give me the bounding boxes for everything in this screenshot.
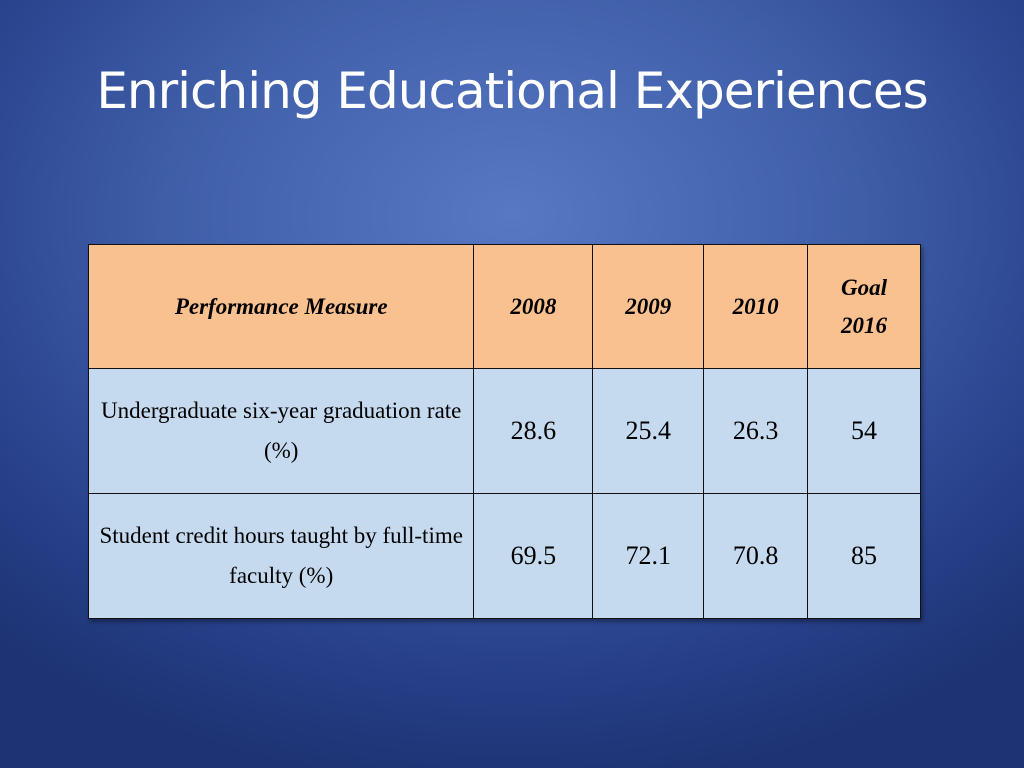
value-cell: 69.5 (473, 493, 594, 619)
value-cell: 26.3 (703, 368, 809, 494)
value-cell: 25.4 (592, 368, 705, 494)
value-cell: 54 (807, 368, 921, 494)
header-row: Performance Measure 2008 2009 2010 Goal … (87, 244, 921, 369)
header-cell: Performance Measure (87, 244, 475, 369)
value-cell: 85 (807, 493, 921, 619)
data-table: Performance Measure 2008 2009 2010 Goal … (87, 244, 921, 619)
value-cell: 70.8 (703, 493, 809, 619)
measure-cell: Student credit hours taught by full-time… (87, 493, 475, 619)
header-cell: 2010 (703, 244, 809, 369)
table-row: Undergraduate six-year graduation rate (… (87, 368, 921, 494)
value-cell: 72.1 (592, 493, 705, 619)
header-cell: 2009 (592, 244, 705, 369)
header-cell: 2008 (473, 244, 594, 369)
measure-cell: Undergraduate six-year graduation rate (… (87, 368, 475, 494)
value-cell: 28.6 (473, 368, 594, 494)
header-cell: Goal 2016 (807, 244, 921, 369)
table-row: Student credit hours taught by full-time… (87, 493, 921, 619)
slide-title: Enriching Educational Experiences (96, 62, 928, 120)
